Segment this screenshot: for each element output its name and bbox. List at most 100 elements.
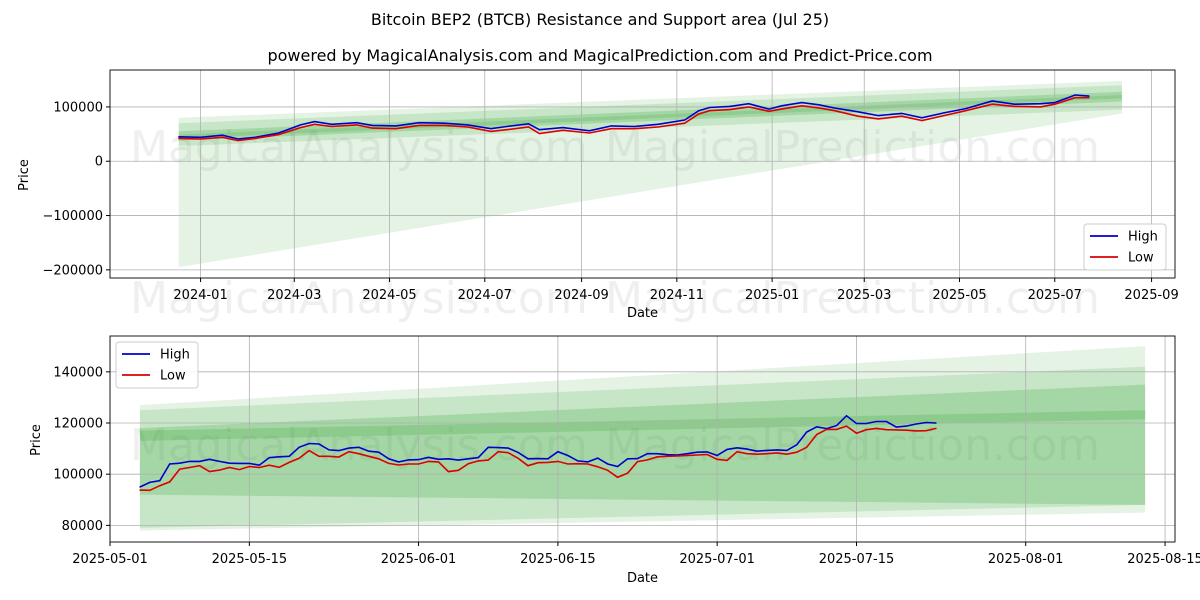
- data-point-low: [935, 427, 937, 429]
- watermark: MagicalPrediction.com: [605, 273, 1100, 324]
- data-point-low: [547, 461, 549, 463]
- data-point-low: [1088, 97, 1090, 99]
- data-point-high: [634, 125, 636, 128]
- data-point-low: [507, 452, 509, 454]
- data-point-low: [331, 125, 333, 128]
- data-point-high: [925, 421, 927, 424]
- data-point-high: [915, 423, 917, 425]
- data-point-high: [517, 451, 519, 453]
- data-point-low: [427, 460, 430, 462]
- data-point-high: [577, 460, 579, 462]
- data-point-high: [288, 455, 290, 457]
- data-point-high: [857, 111, 859, 113]
- data-point-high: [318, 443, 320, 445]
- forecast-band: [139, 384, 1146, 505]
- plot-frame: [109, 69, 1176, 279]
- y-tick-label: −200000: [42, 263, 103, 278]
- data-point-high: [356, 122, 358, 124]
- x-tick-label: 2025-06-01: [381, 552, 457, 567]
- x-tick-label: 2025-09: [1124, 288, 1178, 303]
- data-point-high: [684, 119, 686, 121]
- data-point-low: [801, 105, 803, 107]
- plot-area: [110, 70, 1175, 278]
- data-point-high: [331, 123, 333, 125]
- data-point-low: [254, 137, 256, 139]
- data-point-high: [248, 462, 250, 464]
- x-tick-label: 2025-07-01: [679, 552, 755, 567]
- forecast-band: [139, 366, 1146, 528]
- data-point-low: [248, 465, 250, 468]
- data-point-low: [368, 455, 370, 457]
- data-point-low: [208, 471, 211, 473]
- data-point-high: [398, 461, 400, 463]
- data-point-low: [965, 110, 967, 112]
- forecast-band: [178, 91, 1122, 141]
- data-point-low: [818, 107, 820, 109]
- data-point-low: [698, 113, 700, 115]
- data-point-low: [716, 458, 718, 460]
- data-point-low: [706, 453, 708, 456]
- x-axis-label: Date: [627, 571, 658, 586]
- data-point-high: [617, 465, 619, 468]
- data-point-low: [557, 460, 559, 462]
- data-point-high: [1054, 102, 1056, 104]
- data-point-low: [577, 463, 579, 465]
- data-point-high: [901, 112, 903, 114]
- watermark: MagicalAnalysis.com: [130, 122, 588, 173]
- data-point-high: [709, 106, 711, 109]
- data-point-low: [991, 103, 993, 105]
- data-point-low: [816, 433, 818, 436]
- data-point-high: [698, 110, 700, 112]
- data-point-high: [408, 459, 410, 461]
- data-point-low: [1013, 105, 1015, 107]
- data-point-low: [371, 127, 373, 129]
- data-point-high: [159, 480, 161, 482]
- data-point-low: [308, 450, 310, 452]
- data-point-high: [597, 457, 599, 459]
- data-point-high: [506, 125, 508, 128]
- data-point-high: [965, 108, 967, 110]
- data-point-high: [507, 447, 509, 449]
- data-point-high: [221, 134, 223, 136]
- data-point-high: [834, 107, 836, 109]
- data-point-high: [768, 108, 770, 110]
- data-point-high: [218, 460, 221, 462]
- plot-area: [110, 336, 1175, 542]
- x-tick-label: 2024-01: [173, 288, 227, 303]
- y-tick-label: 140000: [53, 365, 103, 380]
- data-point-low: [218, 469, 221, 471]
- data-point-high: [447, 458, 449, 460]
- data-point-low: [1040, 106, 1042, 108]
- x-tick-label: 2024-05: [362, 288, 416, 303]
- data-point-low: [1074, 97, 1076, 99]
- forecast-band: [139, 346, 1146, 531]
- data-point-low: [477, 460, 479, 462]
- data-point-low: [517, 457, 519, 459]
- data-point-low: [901, 115, 903, 117]
- data-point-low: [709, 110, 711, 112]
- data-point-low: [617, 476, 619, 478]
- data-point-high: [696, 451, 698, 453]
- y-tick-label: −100000: [42, 209, 103, 224]
- data-point-low: [836, 428, 838, 430]
- y-tick-label: 100000: [53, 100, 103, 115]
- data-point-low: [288, 461, 290, 463]
- x-tick-label: 2025-05: [932, 288, 986, 303]
- data-point-low: [607, 469, 609, 471]
- data-point-high: [816, 426, 818, 428]
- data-point-high: [657, 123, 659, 125]
- data-point-low: [159, 485, 161, 487]
- x-tick-label: 2024-11: [650, 288, 704, 303]
- data-point-high: [258, 464, 260, 466]
- data-point-high: [268, 457, 270, 459]
- data-point-low: [314, 123, 316, 125]
- x-tick-label: 2024-09: [554, 288, 608, 303]
- data-point-low: [748, 106, 750, 108]
- data-point-low: [877, 118, 879, 120]
- data-point-high: [200, 136, 202, 138]
- x-tick-label: 2025-05-01: [72, 552, 148, 567]
- data-point-low: [855, 432, 858, 434]
- chart-panel-1: MagicalAnalysis.com MagicalPrediction.com…: [17, 69, 1179, 324]
- data-point-high: [487, 446, 489, 448]
- data-point-high: [855, 422, 858, 425]
